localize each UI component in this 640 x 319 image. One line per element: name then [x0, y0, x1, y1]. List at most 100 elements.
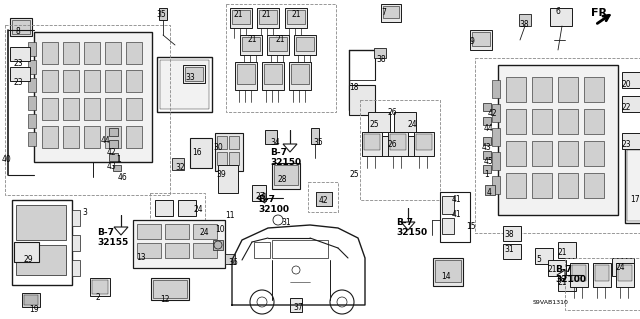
Bar [558, 173, 578, 198]
Text: 31: 31 [504, 245, 514, 254]
Bar [215, 133, 243, 171]
Bar [433, 258, 463, 286]
Bar [63, 42, 79, 64]
Text: 21: 21 [276, 35, 285, 44]
Bar [10, 67, 30, 81]
Bar [492, 128, 500, 146]
Text: 42: 42 [488, 109, 498, 118]
Text: 1: 1 [484, 170, 489, 179]
Bar [548, 260, 566, 276]
Bar [483, 117, 491, 125]
Polygon shape [557, 270, 565, 280]
Text: 20: 20 [622, 80, 632, 89]
Text: 34: 34 [270, 138, 280, 147]
Bar [265, 130, 277, 144]
Text: 24: 24 [200, 228, 210, 237]
Text: 17: 17 [630, 195, 639, 204]
Bar [257, 8, 279, 28]
Bar [565, 258, 640, 310]
Bar [259, 10, 277, 24]
Text: 11: 11 [225, 211, 234, 220]
Bar [232, 10, 250, 24]
Polygon shape [114, 227, 128, 235]
Text: 21: 21 [292, 10, 301, 19]
Text: 42: 42 [107, 148, 116, 157]
Bar [10, 47, 30, 61]
Bar [12, 20, 30, 34]
Bar [272, 163, 300, 189]
Text: 36: 36 [228, 258, 237, 267]
Bar [193, 224, 217, 239]
Bar [185, 67, 203, 81]
Bar [230, 8, 252, 28]
Text: 21: 21 [558, 248, 568, 257]
Text: 30: 30 [213, 143, 223, 152]
Bar [291, 64, 309, 84]
Bar [72, 210, 80, 226]
Bar [492, 152, 500, 170]
Bar [84, 126, 100, 148]
Text: B-7
32150: B-7 32150 [270, 148, 301, 167]
Text: 25: 25 [349, 170, 358, 179]
Bar [532, 141, 552, 166]
Text: 7: 7 [381, 8, 386, 17]
Bar [10, 18, 32, 36]
Bar [558, 242, 576, 258]
Bar [584, 109, 604, 134]
Text: 40: 40 [2, 155, 12, 164]
Text: 28: 28 [277, 175, 287, 184]
Bar [183, 65, 205, 83]
Bar [105, 98, 121, 120]
Bar [5, 25, 170, 195]
Text: 21: 21 [558, 278, 568, 287]
Bar [165, 222, 183, 238]
Bar [274, 165, 298, 185]
Bar [126, 42, 142, 64]
Bar [503, 244, 521, 259]
Bar [627, 150, 640, 221]
Bar [416, 134, 432, 150]
Bar [625, 148, 640, 223]
Bar [492, 80, 500, 98]
Text: 19: 19 [29, 305, 38, 314]
Bar [368, 136, 390, 156]
Bar [390, 134, 406, 150]
Bar [272, 240, 328, 258]
Bar [16, 205, 66, 240]
Text: 14: 14 [441, 272, 451, 281]
Bar [506, 109, 526, 134]
Text: 35: 35 [156, 10, 166, 19]
Bar [498, 65, 618, 215]
Bar [172, 158, 184, 170]
Text: 38: 38 [519, 20, 529, 29]
Circle shape [273, 215, 283, 225]
Bar [109, 128, 118, 136]
Bar [311, 128, 319, 144]
Bar [570, 263, 588, 287]
Bar [622, 96, 640, 112]
Bar [394, 136, 416, 156]
Bar [483, 103, 491, 111]
Bar [584, 173, 604, 198]
Bar [618, 265, 632, 281]
Bar [262, 62, 284, 90]
Text: 24: 24 [193, 205, 203, 214]
Bar [394, 112, 416, 132]
Text: S9VAB1310: S9VAB1310 [533, 300, 569, 305]
Bar [42, 42, 58, 64]
Text: 12: 12 [160, 295, 170, 304]
Bar [137, 224, 161, 239]
Bar [109, 140, 118, 148]
Bar [550, 8, 572, 26]
Text: 39: 39 [216, 170, 226, 179]
Bar [269, 37, 287, 51]
Bar [492, 176, 500, 194]
Text: 32: 32 [175, 163, 184, 172]
Bar [622, 72, 640, 88]
Bar [217, 136, 227, 149]
Bar [193, 243, 217, 258]
Text: 21: 21 [247, 35, 257, 44]
Bar [519, 14, 531, 26]
Bar [483, 151, 491, 159]
Text: 10: 10 [215, 225, 225, 234]
